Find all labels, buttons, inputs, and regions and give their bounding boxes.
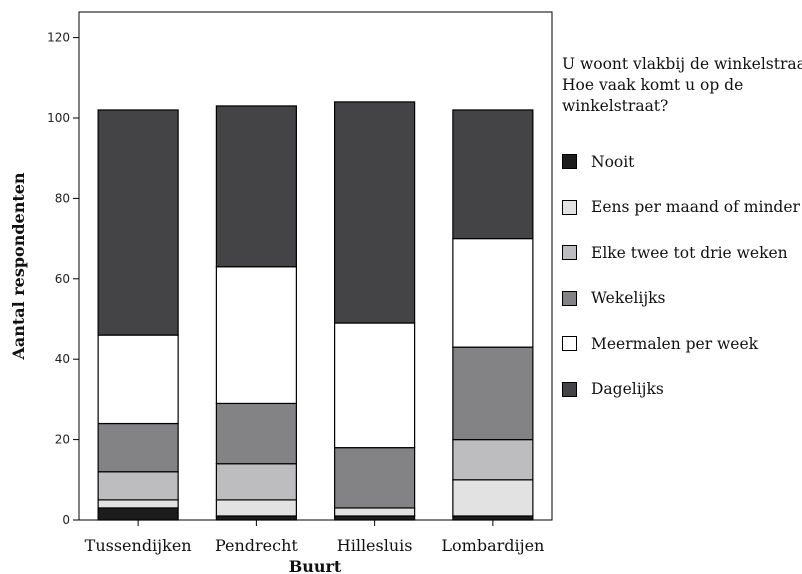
legend-title: U woont vlakbij de winkelstraat. Hoe vaa… <box>562 54 802 117</box>
bar-segment <box>215 402 297 465</box>
x-axis: Tussendijken Pendrecht Hillesluis Lombardij… <box>85 520 544 555</box>
legend-swatch <box>562 381 577 397</box>
legend-swatch <box>562 154 577 170</box>
bar-segment <box>452 515 534 521</box>
plot-area-frame <box>78 11 553 521</box>
bar-segment <box>334 101 416 324</box>
y-tick-label: 100 <box>47 111 70 125</box>
legend-swatch <box>562 245 577 261</box>
y-tick-label: 120 <box>47 31 70 45</box>
y-tick-label: 20 <box>55 433 70 447</box>
bar-segment <box>215 266 297 405</box>
y-tick-label: 0 <box>62 513 70 527</box>
legend-label: Eens per maand of minder <box>591 198 800 217</box>
bar-segment <box>215 463 297 501</box>
bar-segment <box>97 109 179 336</box>
bar-segment <box>452 346 534 441</box>
x-axis-title: Buurt <box>289 557 342 574</box>
x-tick-label: Lombardijen <box>441 536 544 555</box>
bar-segment <box>334 507 416 517</box>
legend-title-line: Hoe vaak komt u op de <box>562 76 744 94</box>
bar-segment <box>452 439 534 481</box>
legend-label: Meermalen per week <box>591 334 759 353</box>
bar-segment <box>452 238 534 348</box>
bar-segment <box>334 447 416 509</box>
bar-segment <box>452 109 534 240</box>
legend-label: Nooit <box>591 152 635 171</box>
legend-item-elke-twee-tot-drie-weken: Elke twee tot drie weken <box>562 230 802 276</box>
bar-segment <box>97 499 179 509</box>
bar-segment <box>97 471 179 501</box>
bar-segment <box>334 322 416 449</box>
y-tick-label: 60 <box>55 272 70 286</box>
y-axis-title: Aantal respondenten <box>9 172 28 361</box>
legend-item-dagelijks: Dagelijks <box>562 367 802 413</box>
bar-segment <box>215 499 297 517</box>
legend-title-line: winkelstraat? <box>562 97 669 115</box>
legend-swatch <box>562 336 577 352</box>
legend-title-line: U woont vlakbij de winkelstraat. <box>562 55 802 73</box>
bar-segment <box>97 507 179 521</box>
bar-segment <box>97 422 179 473</box>
legend-item-wekelijks: Wekelijks <box>562 276 802 322</box>
bar-segment <box>215 515 297 521</box>
legend-swatch <box>562 290 577 306</box>
legend-item-nooit: Nooit <box>562 139 802 185</box>
legend-label: Wekelijks <box>591 289 666 308</box>
bar-segment <box>452 479 534 517</box>
legend-item-eens-per-maand: Eens per maand of minder <box>562 185 802 231</box>
y-axis: 0 20 40 60 80 100 120 <box>47 31 79 527</box>
bar-segment <box>215 105 297 268</box>
y-tick-label: 40 <box>55 352 70 366</box>
bars-group <box>97 101 534 521</box>
bar-segment <box>97 334 179 425</box>
bar-segment <box>334 515 416 521</box>
legend-label: Dagelijks <box>591 380 664 399</box>
y-tick-label: 80 <box>55 191 70 205</box>
legend-swatch <box>562 199 577 215</box>
legend-label: Elke twee tot drie weken <box>591 243 788 262</box>
x-tick-label: Hillesluis <box>337 536 413 555</box>
legend-item-meermalen-per-week: Meermalen per week <box>562 321 802 367</box>
legend: U woont vlakbij de winkelstraat. Hoe vaa… <box>562 54 802 412</box>
x-tick-label: Pendrecht <box>215 536 298 555</box>
x-tick-label: Tussendijken <box>85 536 192 555</box>
